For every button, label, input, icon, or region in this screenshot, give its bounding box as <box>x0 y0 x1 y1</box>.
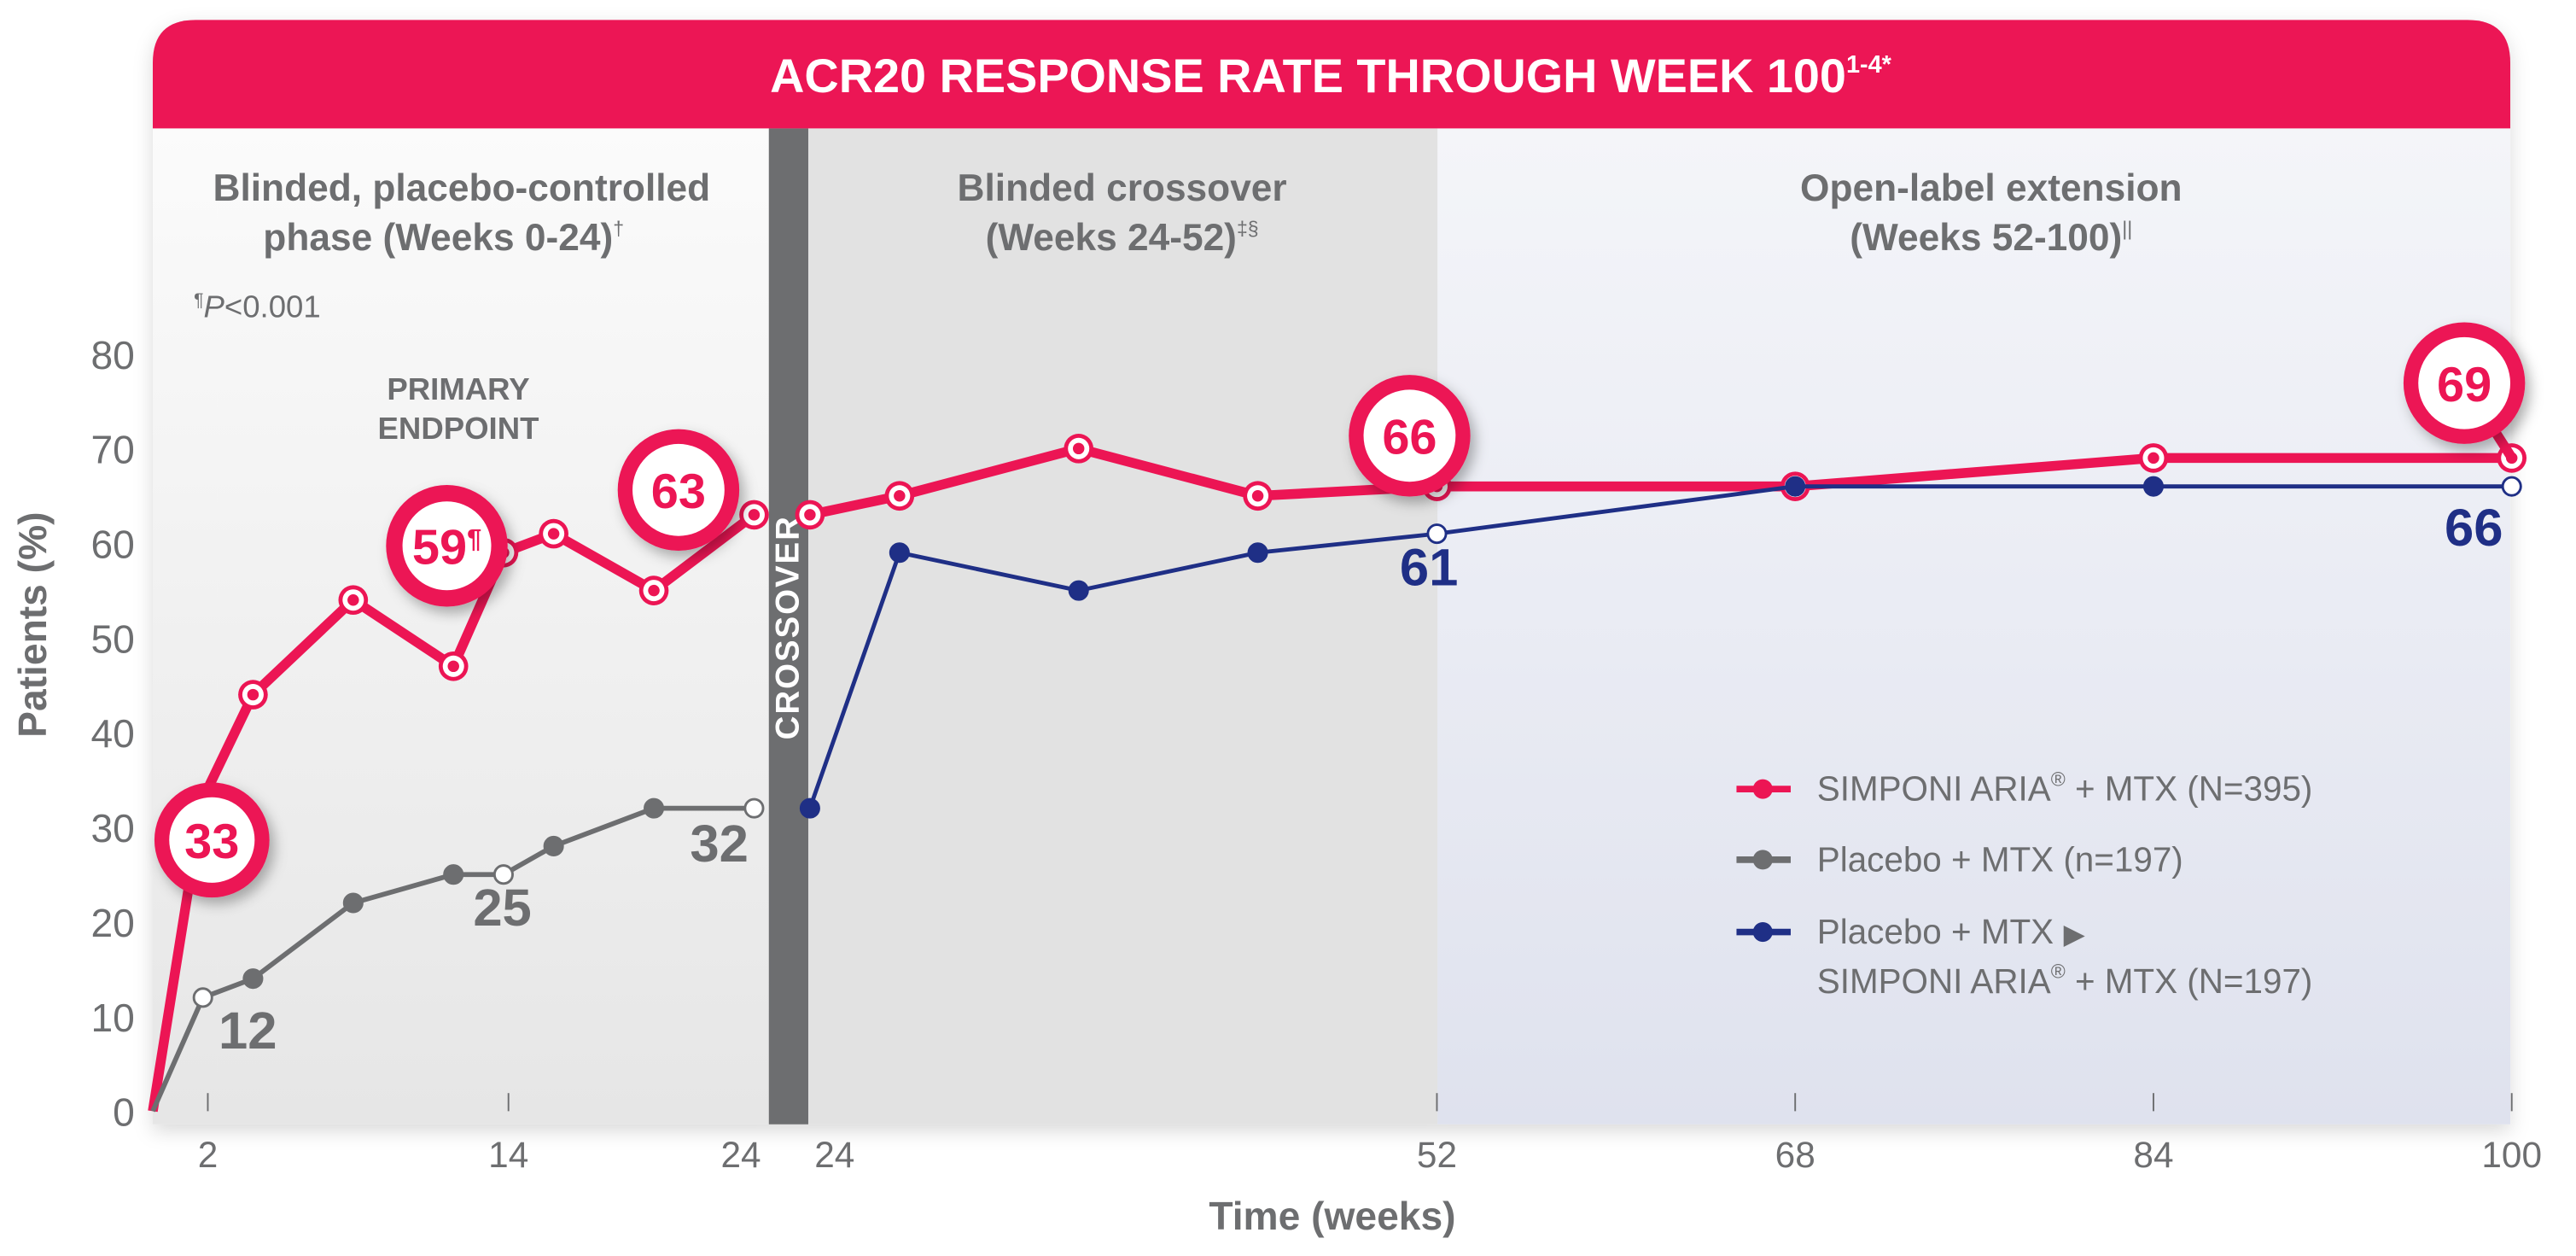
placebo-point-week-12 <box>443 864 464 885</box>
placebo-point-week-24 <box>743 797 765 819</box>
placebo-to-simponi-point-week-100 <box>2501 476 2522 497</box>
placebo-point-week-2 <box>192 987 213 1008</box>
primary-endpoint-line1: PRIMARY <box>387 371 529 406</box>
x-tick-label: 14 <box>488 1135 528 1175</box>
legend-item-simponi: SIMPONI ARIA® + MTX (N=395) <box>1736 768 2313 809</box>
placebo-point-week-16 <box>543 835 564 856</box>
gray-label-12: 12 <box>219 1002 277 1060</box>
simponi-point-week-36-center <box>1072 442 1085 455</box>
bubble-33: 33 <box>154 782 270 898</box>
placebo-point-week-20 <box>644 797 665 819</box>
x-tick-label: 84 <box>2133 1135 2173 1175</box>
x-tick-label: 24 <box>721 1135 761 1175</box>
crossover-label: CROSSOVER <box>769 515 806 739</box>
phase-title-2-line2: (Weeks 24-52)‡§ <box>986 217 1259 259</box>
legend: SIMPONI ARIA® + MTX (N=395) Placebo + MT… <box>1736 768 2312 1001</box>
phase-title-1-line1: Blinded, placebo-controlled <box>213 167 711 209</box>
phase-title-3-line1: Open-label extension <box>1800 167 2183 209</box>
phase-region-open-label <box>1437 128 2511 1125</box>
svg-text:63: 63 <box>651 464 706 519</box>
simponi-point-week-12-center <box>447 660 459 673</box>
simponi-point-week-24-center <box>804 509 816 521</box>
x-axis-title: Time (weeks) <box>1209 1194 1455 1238</box>
placebo-to-simponi-point-week-44 <box>1247 542 1268 564</box>
x-tick-label: 2 <box>198 1135 219 1175</box>
x-tick-label: 68 <box>1775 1135 1815 1175</box>
blue-label-66: 66 <box>2445 499 2503 558</box>
svg-text:Placebo + MTX (n=197): Placebo + MTX (n=197) <box>1817 839 2183 879</box>
simponi-point-week-24-center <box>748 509 761 521</box>
simponi-line-right <box>808 443 2512 520</box>
phase-title-3-line2: (Weeks 52-100)|| <box>1850 217 2132 259</box>
y-tick-label: 80 <box>90 333 134 377</box>
x-axis-ticks: 2 14 24 24 52 68 84 100 <box>198 1093 2542 1175</box>
svg-text:SIMPONI ARIA® + MTX (N=197): SIMPONI ARIA® + MTX (N=197) <box>1817 960 2313 1000</box>
placebo-point-week-14 <box>492 864 514 885</box>
placebo-to-simponi-point-week-36 <box>1068 580 1089 601</box>
phase-title-1-line2: phase (Weeks 0-24)† <box>263 217 624 259</box>
simponi-point-week-8-center <box>347 593 359 606</box>
placebo-to-simponi-line-right <box>807 484 2512 809</box>
placebo-point-week-4 <box>242 968 264 990</box>
phase-title-2-line1: Blinded crossover <box>958 167 1287 209</box>
y-tick-label: 0 <box>113 1090 135 1135</box>
series-layer <box>148 433 2527 1113</box>
x-tick-label: 24 <box>814 1135 854 1175</box>
y-tick-label: 50 <box>90 616 134 661</box>
svg-text:Placebo + MTX▶: Placebo + MTX ▶ <box>1817 912 2086 951</box>
y-axis-ticks: 0 10 20 30 40 50 60 70 80 <box>90 333 134 1135</box>
y-tick-label: 20 <box>90 901 134 945</box>
placebo-to-simponi-point-week-24 <box>799 797 820 819</box>
chart-panel <box>153 20 2511 1125</box>
legend-item-placebo-to-simponi: Placebo + MTX ▶ SIMPONI ARIA® + MTX (N=19… <box>1736 912 2312 1001</box>
simponi-point-week-84-center <box>2148 452 2159 464</box>
bubble-59: 59¶ <box>386 485 508 607</box>
simponi-point-week-16-center <box>547 528 560 540</box>
y-tick-label: 70 <box>90 428 134 472</box>
chart-title: ACR20 RESPONSE RATE THROUGH WEEK 1001-4* <box>770 49 1892 102</box>
placebo-to-simponi-point-week-84 <box>2142 476 2164 497</box>
legend-item-placebo: Placebo + MTX (n=197) <box>1736 839 2183 879</box>
phase-region-crossover <box>807 128 1438 1125</box>
bubble-66: 66 <box>1349 375 1471 497</box>
y-tick-label: 10 <box>90 996 134 1040</box>
primary-endpoint-line2: ENDPOINT <box>378 411 539 446</box>
phase-region-blinded <box>153 128 769 1125</box>
x-tick-label: 100 <box>2481 1135 2542 1175</box>
title-banner <box>153 20 2511 129</box>
blue-label-61: 61 <box>1400 538 1458 597</box>
svg-text:33: 33 <box>184 815 239 869</box>
x-tick-label: 52 <box>1417 1135 1457 1175</box>
bubble-69: 69 <box>2403 322 2526 459</box>
y-tick-label: 40 <box>90 711 134 756</box>
placebo-to-simponi-point-week-28 <box>889 542 910 564</box>
simponi-point-week-44-center <box>1251 490 1264 502</box>
svg-text:SIMPONI ARIA® + MTX (N=395): SIMPONI ARIA® + MTX (N=395) <box>1817 768 2313 808</box>
gray-label-32: 32 <box>690 815 749 873</box>
simponi-point-week-4-center <box>247 688 259 701</box>
simponi-point-week-28-center <box>894 490 906 502</box>
y-tick-label: 60 <box>90 523 134 567</box>
crossover-bar <box>768 128 808 1125</box>
simponi-point-week-20-center <box>648 584 660 597</box>
y-axis-title: Patients (%) <box>10 511 55 737</box>
placebo-point-week-8 <box>342 892 364 914</box>
svg-text:66: 66 <box>1382 410 1437 464</box>
y-tick-label: 30 <box>90 806 134 850</box>
svg-text:59¶: 59¶ <box>412 520 481 575</box>
placebo-to-simponi-point-week-68 <box>1785 476 1806 497</box>
p-value-note: ¶P<0.001 <box>194 289 321 324</box>
gray-label-25: 25 <box>473 879 532 938</box>
svg-text:69: 69 <box>2437 358 2491 412</box>
bubble-63: 63 <box>617 429 740 552</box>
placebo-to-simponi-point-week-52 <box>1426 523 1448 545</box>
